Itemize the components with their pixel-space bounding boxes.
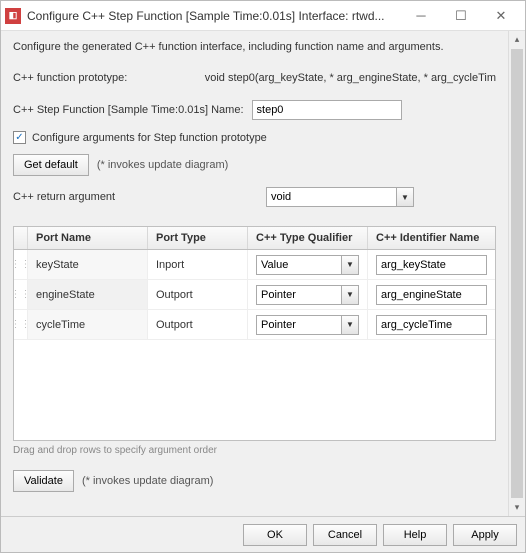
- validate-hint: (* invokes update diagram): [82, 475, 213, 487]
- qualifier-select[interactable]: ▼: [256, 285, 359, 305]
- close-button[interactable]: ✕: [481, 2, 521, 30]
- chevron-down-icon[interactable]: ▼: [341, 255, 359, 275]
- prototype-row: C++ function prototype: void step0(arg_k…: [13, 67, 496, 89]
- return-arg-row: C++ return argument ▼: [13, 186, 496, 208]
- prototype-value: void step0(arg_keyState, * arg_engineSta…: [135, 72, 496, 84]
- identifier-input[interactable]: [376, 285, 487, 305]
- identifier-input[interactable]: [376, 255, 487, 275]
- prototype-label: C++ function prototype:: [13, 72, 127, 84]
- th-identifier[interactable]: C++ Identifier Name: [368, 227, 495, 249]
- configure-args-row[interactable]: ✓ Configure arguments for Step function …: [13, 131, 496, 144]
- qualifier-select[interactable]: ▼: [256, 315, 359, 335]
- configure-args-checkbox[interactable]: ✓: [13, 131, 26, 144]
- help-button[interactable]: Help: [383, 524, 447, 546]
- cancel-button[interactable]: Cancel: [313, 524, 377, 546]
- cell-port-type: Outport: [148, 310, 248, 339]
- cell-port-name: engineState: [28, 280, 148, 309]
- qualifier-value[interactable]: [256, 285, 341, 305]
- qualifier-value[interactable]: [256, 255, 341, 275]
- th-port-name[interactable]: Port Name: [28, 227, 148, 249]
- step-name-input[interactable]: [252, 100, 402, 120]
- table-empty-area: [14, 340, 495, 440]
- vertical-scrollbar[interactable]: ▴ ▾: [508, 31, 525, 516]
- arguments-table: Port Name Port Type C++ Type Qualifier C…: [13, 226, 496, 441]
- drag-handle-icon[interactable]: ⋮⋮: [14, 310, 28, 339]
- validate-row: Validate (* invokes update diagram): [13, 470, 496, 492]
- name-label: C++ Step Function [Sample Time:0.01s] Na…: [13, 104, 244, 116]
- get-default-hint: (* invokes update diagram): [97, 159, 228, 171]
- chevron-down-icon[interactable]: ▼: [341, 285, 359, 305]
- configure-args-label: Configure arguments for Step function pr…: [32, 132, 267, 144]
- qualifier-value[interactable]: [256, 315, 341, 335]
- minimize-button[interactable]: ─: [401, 2, 441, 30]
- table-header-handle: [14, 227, 28, 249]
- th-qualifier[interactable]: C++ Type Qualifier: [248, 227, 368, 249]
- drag-handle-icon[interactable]: ⋮⋮: [14, 280, 28, 309]
- maximize-button[interactable]: ☐: [441, 2, 481, 30]
- content-area: Configure the generated C++ function int…: [1, 31, 508, 516]
- table-row[interactable]: ⋮⋮ engineState Outport ▼: [14, 280, 495, 310]
- window-title: Configure C++ Step Function [Sample Time…: [27, 9, 401, 23]
- table-row[interactable]: ⋮⋮ keyState Inport ▼: [14, 250, 495, 280]
- ok-button[interactable]: OK: [243, 524, 307, 546]
- get-default-row: Get default (* invokes update diagram): [13, 154, 496, 176]
- apply-button[interactable]: Apply: [453, 524, 517, 546]
- cell-port-type: Inport: [148, 250, 248, 279]
- cell-port-type: Outport: [148, 280, 248, 309]
- identifier-input[interactable]: [376, 315, 487, 335]
- th-port-type[interactable]: Port Type: [148, 227, 248, 249]
- dialog-footer: OK Cancel Help Apply: [1, 516, 525, 552]
- description-text: Configure the generated C++ function int…: [13, 41, 496, 53]
- dialog-window: ◧ Configure C++ Step Function [Sample Ti…: [0, 0, 526, 553]
- drag-handle-icon[interactable]: ⋮⋮: [14, 250, 28, 279]
- return-arg-select[interactable]: ▼: [266, 187, 414, 207]
- name-row: C++ Step Function [Sample Time:0.01s] Na…: [13, 99, 496, 121]
- table-header: Port Name Port Type C++ Type Qualifier C…: [14, 227, 495, 250]
- titlebar[interactable]: ◧ Configure C++ Step Function [Sample Ti…: [1, 1, 525, 31]
- get-default-button[interactable]: Get default: [13, 154, 89, 176]
- return-arg-value[interactable]: [266, 187, 396, 207]
- scroll-up-icon[interactable]: ▴: [509, 31, 525, 48]
- cell-port-name: keyState: [28, 250, 148, 279]
- chevron-down-icon[interactable]: ▼: [341, 315, 359, 335]
- table-row[interactable]: ⋮⋮ cycleTime Outport ▼: [14, 310, 495, 340]
- cell-port-name: cycleTime: [28, 310, 148, 339]
- return-arg-label: C++ return argument: [13, 191, 258, 203]
- qualifier-select[interactable]: ▼: [256, 255, 359, 275]
- scroll-thumb[interactable]: [511, 49, 523, 498]
- chevron-down-icon[interactable]: ▼: [396, 187, 414, 207]
- scroll-down-icon[interactable]: ▾: [509, 499, 525, 516]
- drag-note: Drag and drop rows to specify argument o…: [13, 445, 496, 456]
- validate-button[interactable]: Validate: [13, 470, 74, 492]
- app-icon: ◧: [5, 8, 21, 24]
